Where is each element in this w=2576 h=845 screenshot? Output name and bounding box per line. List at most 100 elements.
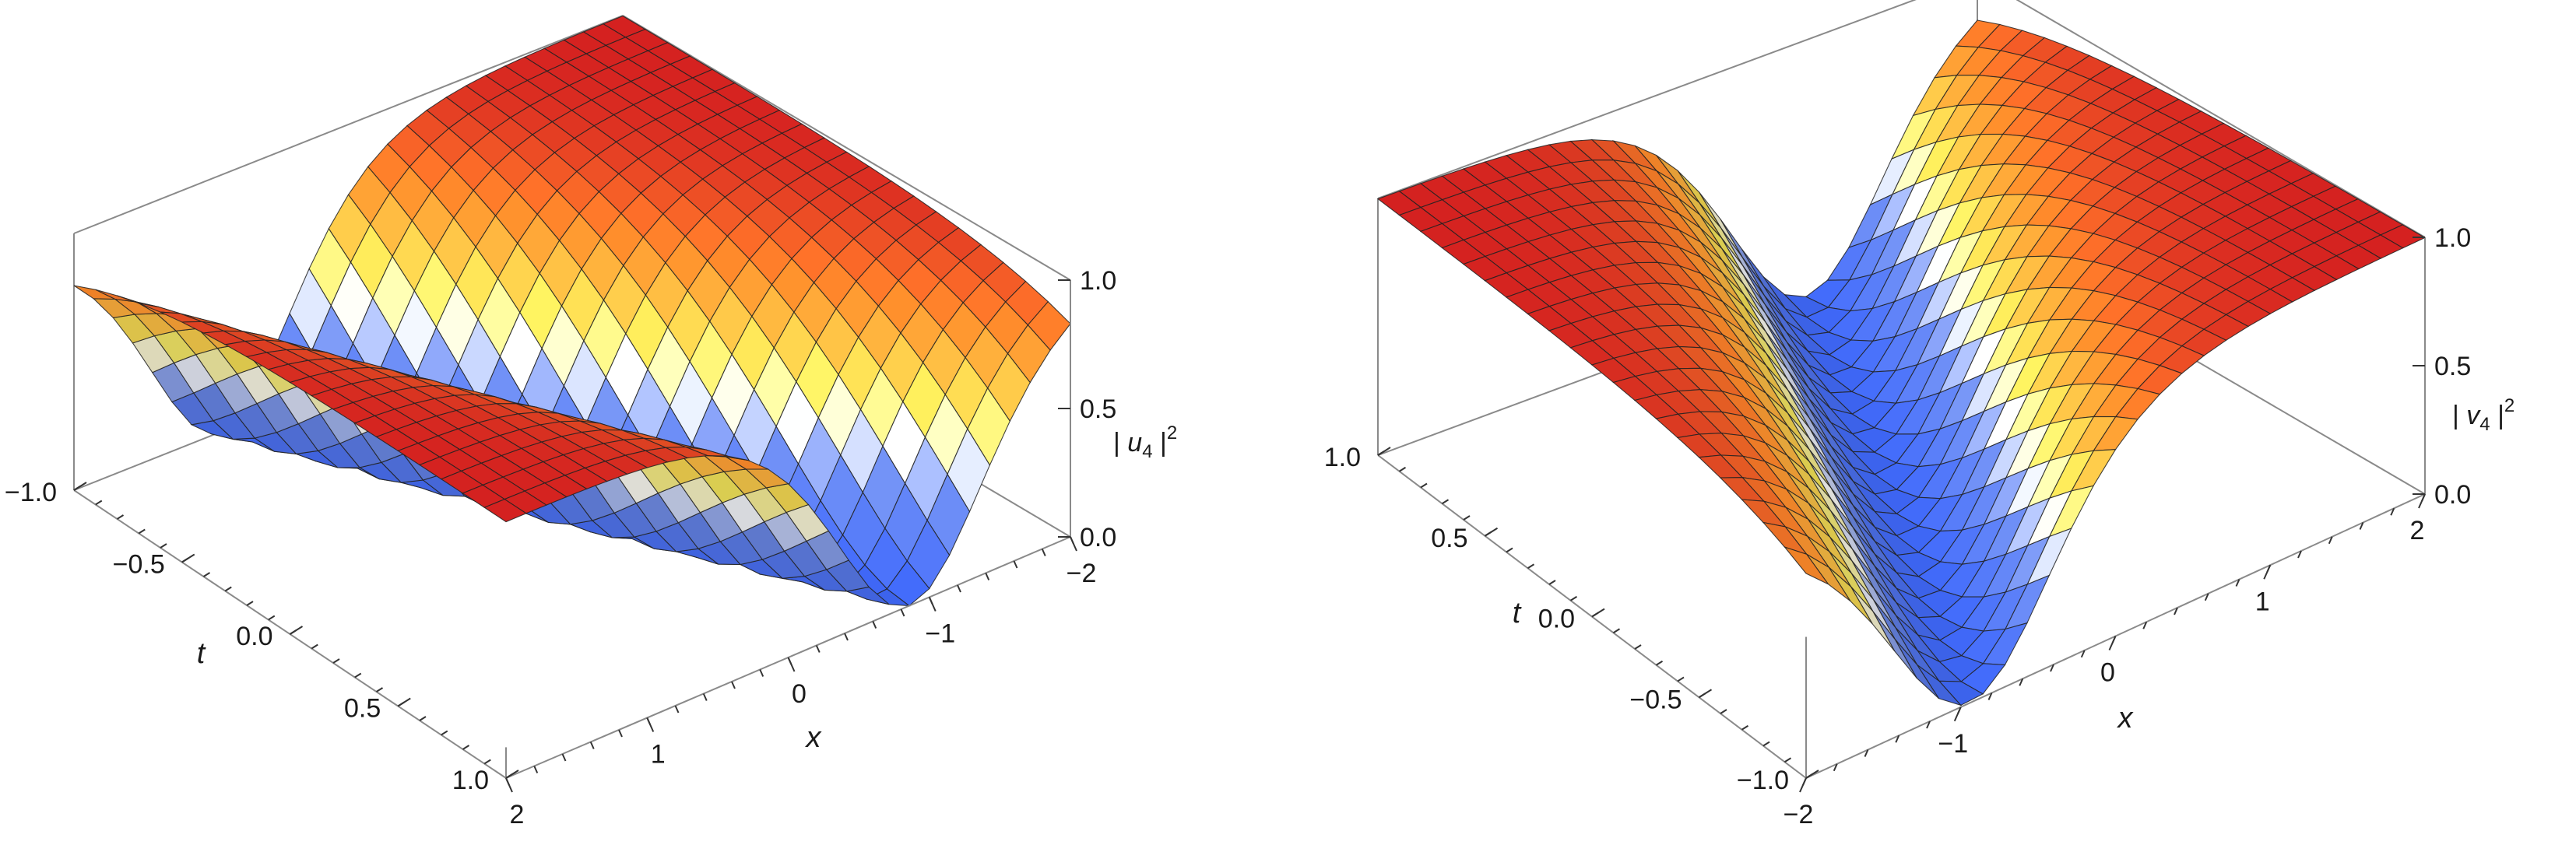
t-minor-tick xyxy=(73,486,81,491)
t-tick-label: 0.0 xyxy=(1538,605,1575,634)
t-minor-tick xyxy=(462,745,470,750)
t-tick-label: 0.5 xyxy=(1431,524,1467,553)
t-minor-tick xyxy=(95,500,103,506)
t-minor-tick xyxy=(1591,612,1599,618)
x-axis-label: x xyxy=(805,721,823,754)
x-tick-label: 2 xyxy=(2410,516,2425,545)
t-minor-tick xyxy=(483,759,491,765)
box-edge xyxy=(2015,0,2426,238)
t-minor-tick xyxy=(138,528,146,535)
t-minor-tick xyxy=(1484,531,1492,537)
x-minor-tick xyxy=(1956,707,1962,715)
x-minor-tick xyxy=(900,608,905,617)
z-tick-label: 1.0 xyxy=(1080,266,1116,296)
t-tick-label: 0.0 xyxy=(236,622,272,651)
x-minor-tick xyxy=(1070,536,1074,545)
x-minor-tick xyxy=(815,645,821,653)
x-minor-tick xyxy=(2204,593,2209,601)
t-minor-tick xyxy=(419,716,427,721)
t-minor-tick xyxy=(1741,724,1749,731)
x-minor-tick xyxy=(872,621,877,629)
x-tick-label: −2 xyxy=(1067,559,1097,588)
t-tick-label: −0.5 xyxy=(1629,685,1682,714)
t-minor-tick xyxy=(1441,499,1450,505)
surface-patch xyxy=(1783,545,1829,585)
x-minor-tick xyxy=(2142,621,2148,629)
x-minor-tick xyxy=(1864,749,1869,757)
t-minor-tick xyxy=(224,586,232,592)
z-axis-label: | u4 |2 xyxy=(1113,422,1177,462)
t-minor-tick xyxy=(1720,709,1727,714)
t-minor-tick xyxy=(1784,757,1792,763)
t-minor-tick xyxy=(289,629,297,635)
x-minor-tick xyxy=(1895,735,1900,743)
t-minor-tick xyxy=(332,658,340,664)
x-minor-tick xyxy=(646,717,652,725)
t-minor-tick xyxy=(202,572,211,577)
t-minor-tick xyxy=(1677,676,1685,682)
x-minor-tick xyxy=(2359,522,2364,530)
x-minor-tick xyxy=(2266,564,2272,573)
x-minor-tick xyxy=(731,681,736,689)
t-minor-tick xyxy=(1377,451,1385,456)
t-minor-tick xyxy=(116,514,125,520)
x-tick-label: 0 xyxy=(792,679,807,709)
t-minor-tick xyxy=(1762,741,1770,747)
x-minor-tick xyxy=(702,693,708,701)
x-minor-tick xyxy=(957,584,961,593)
t-tick-label: −1.0 xyxy=(1737,766,1789,795)
t-minor-tick xyxy=(375,687,384,692)
x-minor-tick xyxy=(533,766,539,773)
x-axis-label: x xyxy=(2117,702,2135,735)
t-tick-label: 1.0 xyxy=(1324,443,1361,472)
x-minor-tick xyxy=(1041,549,1046,556)
x-minor-tick xyxy=(985,573,990,580)
x-minor-tick xyxy=(844,633,849,641)
x-minor-tick xyxy=(674,705,680,714)
x-minor-tick xyxy=(618,729,623,738)
t-minor-tick xyxy=(1398,466,1407,472)
t-minor-tick xyxy=(505,773,513,779)
t-minor-tick xyxy=(1548,580,1556,585)
x-minor-tick xyxy=(1833,763,1838,772)
x-minor-tick xyxy=(2328,536,2333,545)
t-minor-tick xyxy=(1612,628,1621,634)
t-minor-tick xyxy=(354,672,362,678)
z-tick-label: 0.0 xyxy=(1080,523,1116,552)
x-minor-tick xyxy=(2111,636,2117,643)
x-tick-label: 0 xyxy=(2100,658,2115,688)
t-minor-tick xyxy=(1634,644,1642,650)
t-minor-tick xyxy=(160,543,167,549)
x-tick-label: 1 xyxy=(2255,587,2270,616)
t-minor-tick xyxy=(1655,660,1664,666)
box-edge xyxy=(622,15,1071,281)
x-minor-tick xyxy=(928,597,933,605)
x-minor-tick xyxy=(1987,692,1993,700)
plot-group: −1.0 −0.5 0.0 0.5 1.0 2 1 0 −1 −2 0.0 0.5 1.0 x t | u4 … xyxy=(5,15,1177,829)
z-tick-label: 1.0 xyxy=(2434,223,2471,253)
x-minor-tick xyxy=(505,777,510,786)
t-minor-tick xyxy=(311,643,318,650)
x-minor-tick xyxy=(589,742,595,749)
t-minor-tick xyxy=(397,701,405,707)
z-axis-label: | v4 |2 xyxy=(2452,395,2514,435)
x-minor-tick xyxy=(561,753,567,762)
box-edge xyxy=(1377,0,1917,199)
x-minor-tick xyxy=(787,657,792,665)
x-minor-tick xyxy=(2174,607,2178,615)
x-minor-tick xyxy=(2019,678,2024,686)
t-tick-label: 0.5 xyxy=(344,694,381,724)
t-minor-tick xyxy=(1569,595,1578,601)
plot-group: −1.0 −0.5 0.0 0.5 1.0 −2 −1 0 1 2 0.0 0.5 1.0 x t | v4 … xyxy=(1324,0,2514,829)
z-tick-label: 0.5 xyxy=(2434,352,2471,381)
x-minor-tick xyxy=(2297,550,2302,559)
x-minor-tick xyxy=(1013,560,1018,569)
x-minor-tick xyxy=(2050,664,2054,672)
t-axis-label: t xyxy=(1513,597,1522,629)
x-tick-label: 1 xyxy=(651,740,666,770)
x-minor-tick xyxy=(1926,721,1931,729)
t-tick-label: −0.5 xyxy=(113,550,165,580)
t-minor-tick xyxy=(1805,773,1813,779)
